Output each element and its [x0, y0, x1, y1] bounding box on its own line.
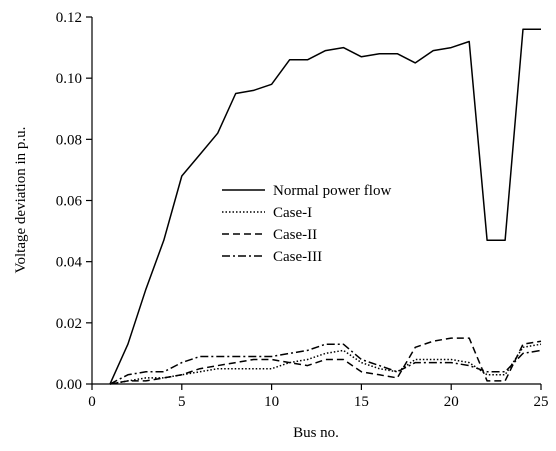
x-tick-label: 0 [88, 394, 96, 410]
legend: Normal power flow Case-I Case-II Case-III [222, 183, 391, 265]
x-tick-label: 10 [264, 394, 279, 410]
y-tick-label: 0.12 [56, 10, 82, 26]
y-tick-label: 0.02 [56, 316, 82, 332]
x-tick-label: 25 [534, 394, 549, 410]
y-tick-label: 0.06 [56, 194, 83, 210]
y-tick-label: 0.10 [56, 71, 82, 87]
series-lines [109, 28, 542, 385]
y-axis-title: Voltage deviation in p.u. [13, 127, 29, 274]
x-tick-label: 5 [178, 394, 186, 410]
y-tick-label: 0.08 [56, 132, 82, 148]
y-tick-label: 0.04 [56, 255, 83, 271]
axes: 0 5 10 15 20 25 0.00 0.02 0.04 0.06 0.08 0.10 0.12 [56, 10, 549, 410]
series-line-case-i [109, 343, 542, 385]
x-tick-label: 15 [354, 394, 369, 410]
y-tick-label: 0.00 [56, 377, 82, 393]
legend-label-case-i: Case-I [273, 205, 312, 221]
series-line-case-ii [109, 337, 542, 385]
x-axis-title: Bus no. [293, 425, 339, 441]
series-line-case-iii [109, 343, 542, 385]
legend-label-normal-power-flow: Normal power flow [273, 183, 391, 199]
x-tick-label: 20 [444, 394, 459, 410]
legend-label-case-iii: Case-III [273, 249, 322, 265]
legend-label-case-ii: Case-II [273, 227, 317, 243]
series-line-normal-power-flow [109, 28, 541, 385]
